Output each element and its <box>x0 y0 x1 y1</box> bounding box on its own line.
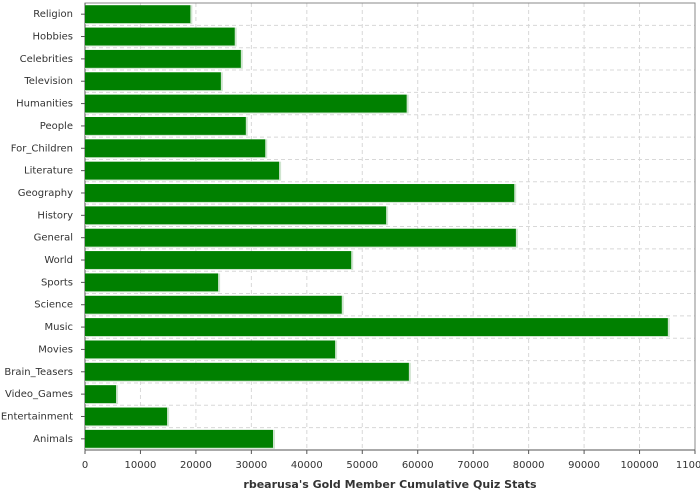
bar <box>85 251 352 269</box>
y-tick-label: Religion <box>33 9 73 20</box>
bar <box>85 139 266 158</box>
bar <box>85 161 280 180</box>
bar <box>85 362 409 381</box>
y-tick-label: Video_Games <box>5 389 73 400</box>
bar <box>85 385 117 404</box>
y-tick-label: Television <box>23 76 73 87</box>
y-tick-label: Animals <box>33 434 73 445</box>
y-tick-label: Celebrities <box>20 54 73 65</box>
bar <box>85 407 168 426</box>
y-tick-label: Geography <box>18 188 73 199</box>
bar <box>85 5 191 24</box>
x-tick-label: 70000 <box>457 460 489 471</box>
bar <box>85 295 342 314</box>
bar <box>85 184 515 202</box>
bar <box>85 49 241 68</box>
y-tick-label: Hobbies <box>33 32 73 43</box>
x-tick-label: 50000 <box>346 460 378 471</box>
bar <box>85 340 336 359</box>
y-tick-label: General <box>34 233 73 244</box>
x-tick-label: 10000 <box>125 460 157 471</box>
x-tick-label: 90000 <box>568 460 600 471</box>
chart-title: rbearusa's Gold Member Cumulative Quiz S… <box>243 478 537 491</box>
x-tick-label: 0 <box>82 460 88 471</box>
y-tick-label: History <box>37 210 73 221</box>
x-tick-label: 20000 <box>180 460 212 471</box>
x-tick-label: 110000 <box>676 460 700 471</box>
bar <box>85 27 235 46</box>
x-tick-label: 30000 <box>235 460 267 471</box>
y-tick-label: Brain_Teasers <box>4 367 73 378</box>
x-tick-label: 60000 <box>402 460 434 471</box>
y-tick-label: Sports <box>41 277 73 288</box>
bar <box>85 318 668 337</box>
x-tick-label: 40000 <box>291 460 323 471</box>
y-tick-label: Literature <box>24 166 73 177</box>
y-tick-label: For_Children <box>11 143 73 154</box>
bar <box>85 273 219 292</box>
y-tick-label: Entertainment <box>1 411 73 422</box>
y-tick-label: Movies <box>38 344 73 355</box>
y-tick-label: Music <box>45 322 73 333</box>
bar <box>85 116 246 135</box>
bar <box>85 72 221 91</box>
y-tick-label: Science <box>34 300 73 311</box>
bar <box>85 206 387 225</box>
x-tick-label: 80000 <box>513 460 545 471</box>
x-tick-label: 100000 <box>620 460 658 471</box>
y-tick-label: Humanities <box>16 99 73 110</box>
y-tick-label: World <box>44 255 73 266</box>
y-tick-label: People <box>40 121 73 132</box>
bar <box>85 94 407 113</box>
bar <box>85 429 273 448</box>
bar <box>85 228 516 247</box>
